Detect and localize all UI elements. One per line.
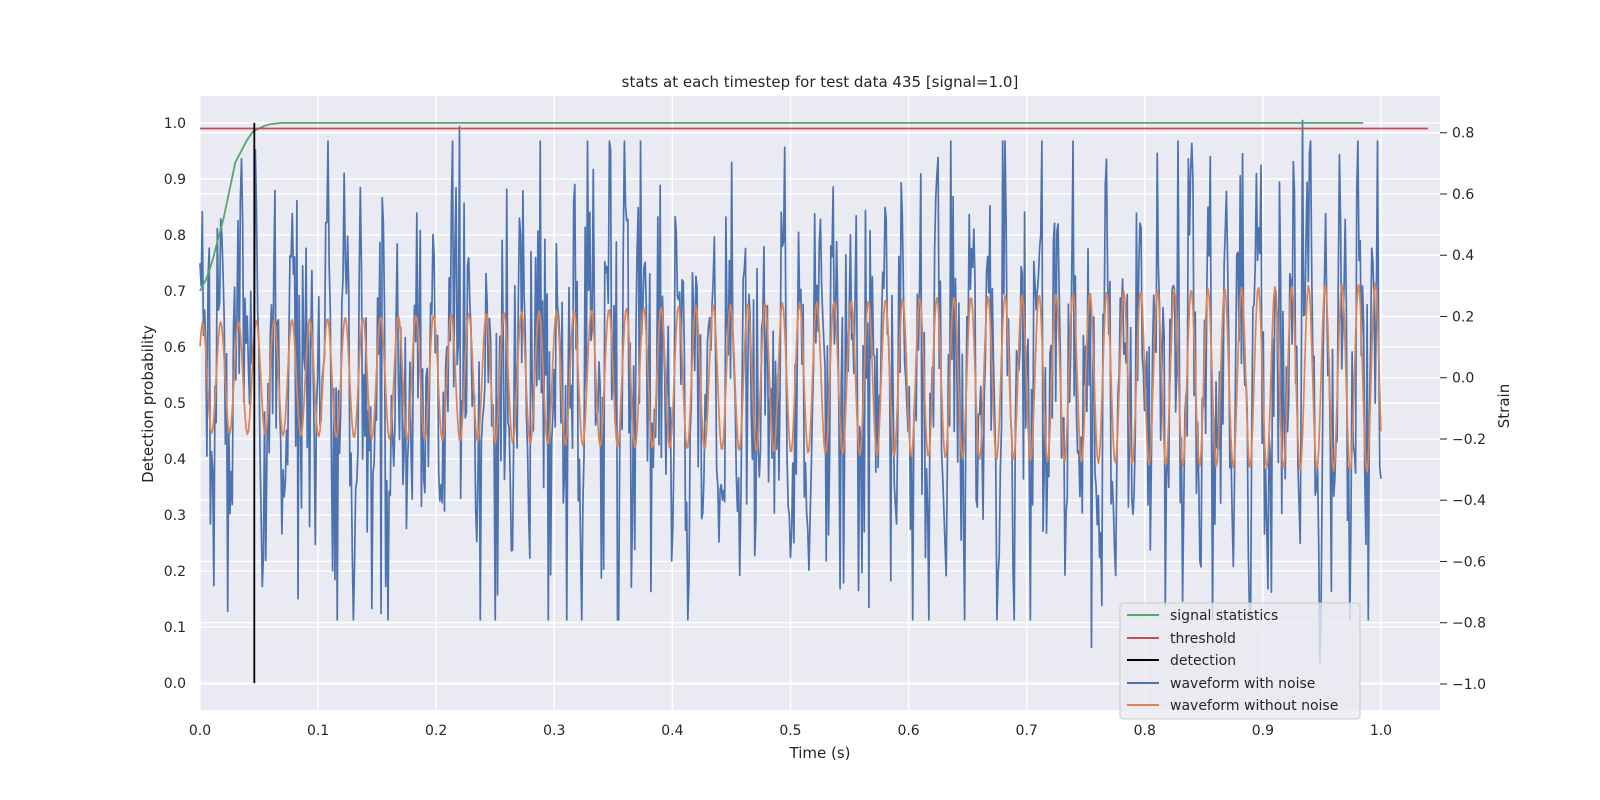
x-tick-label: 0.6 (897, 723, 919, 739)
y-tick-label: 0.2 (164, 564, 186, 580)
series-line-waveform-with-noise (199, 119, 1382, 664)
legend-item-waveform-with-noise: waveform with noise (1127, 676, 1315, 692)
legend-label-signal-statistics: signal statistics (1170, 608, 1278, 624)
legend-label-waveform-without-noise: waveform without noise (1170, 698, 1338, 714)
legend: signal statistics threshold detection wa… (1119, 602, 1361, 720)
series-line-waveform-without-noise (199, 282, 1382, 473)
chart-title: stats at each timestep for test data 435… (622, 73, 1019, 91)
series-line-signal-statistics (199, 121, 1364, 292)
y-tick-label: 0.8 (164, 228, 186, 244)
y2-tick-label: 0.4 (1452, 248, 1474, 264)
y2-tick-label: −0.2 (1452, 432, 1486, 448)
y-tick-label: 0.6 (164, 340, 186, 356)
legend-item-signal-statistics: signal statistics (1127, 608, 1278, 624)
y-tick-label: 0.0 (164, 676, 186, 692)
y-tick-label: 0.7 (164, 284, 186, 300)
x-tick-label: 0.5 (779, 723, 801, 739)
x-tick-label: 0.9 (1252, 723, 1274, 739)
y2-tick-label: −1.0 (1452, 677, 1486, 693)
y2-tick-label: 0.2 (1452, 309, 1474, 325)
x-tick-label: 0.3 (543, 723, 565, 739)
x-tick-label: 0.1 (307, 723, 329, 739)
x-tick-label: 1.0 (1370, 723, 1392, 739)
y-tick-label: 0.9 (164, 172, 186, 188)
y-tick-label: 0.4 (164, 452, 186, 468)
y-axis-label: Detection probability (139, 325, 157, 483)
y-tick-label: 0.3 (164, 508, 186, 524)
y2-tick-label: −0.6 (1452, 554, 1486, 570)
legend-label-threshold: threshold (1170, 631, 1236, 647)
x-tick-label: 0.2 (425, 723, 447, 739)
y2-axis-label: Strain (1495, 384, 1513, 428)
x-tick-label: 0.0 (189, 723, 211, 739)
series-layer (199, 119, 1429, 684)
x-tick-label: 0.8 (1134, 723, 1156, 739)
legend-box (1119, 602, 1361, 720)
legend-label-detection: detection (1170, 653, 1236, 669)
x-axis-label: Time (s) (789, 744, 851, 762)
y2-tick-label: −0.4 (1452, 493, 1486, 509)
y-tick-label: 0.1 (164, 620, 186, 636)
y2-tick-label: −0.8 (1452, 616, 1486, 632)
legend-item-threshold: threshold (1127, 631, 1236, 647)
y-tick-label: 1.0 (164, 116, 186, 132)
y-tick-label: 0.5 (164, 396, 186, 412)
legend-item-detection: detection (1127, 653, 1236, 669)
axes-layer: 0.0 0.1 0.2 0.3 0.4 0.5 0.6 0.7 0.8 0.9 1.0 0.0 0.1 0… (164, 116, 1486, 739)
legend-label-waveform-with-noise: waveform with noise (1170, 676, 1315, 692)
x-tick-label: 0.7 (1016, 723, 1038, 739)
y2-tick-label: 0.8 (1452, 126, 1474, 142)
legend-item-waveform-without-noise: waveform without noise (1127, 698, 1338, 714)
y2-tick-label: 0.0 (1452, 371, 1474, 387)
y2-tick-label: 0.6 (1452, 187, 1474, 203)
x-tick-label: 0.4 (661, 723, 683, 739)
